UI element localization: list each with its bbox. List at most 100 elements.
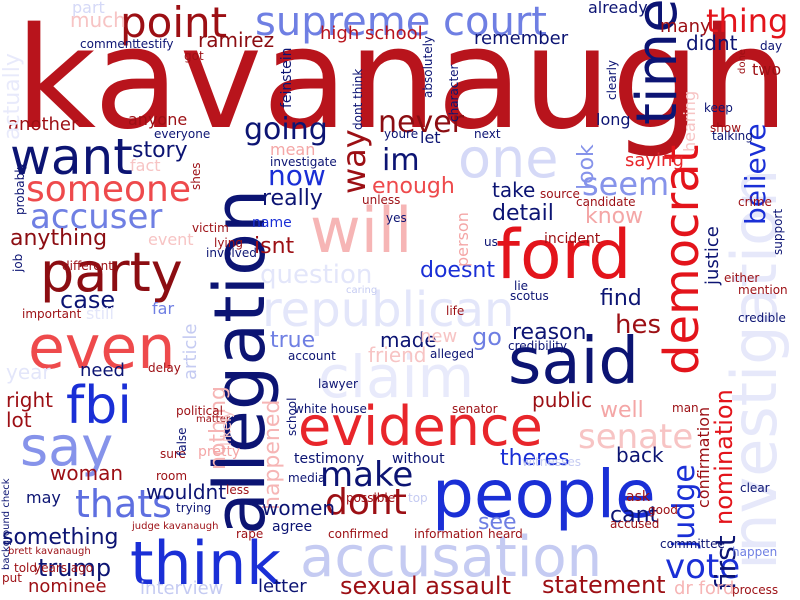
word-event: event xyxy=(148,230,194,249)
word-true: true xyxy=(270,328,316,353)
word-high-school: high school xyxy=(320,23,423,44)
word-accused: accused xyxy=(610,517,660,531)
word-never: never xyxy=(378,105,465,140)
word-dont-think: dont think xyxy=(351,68,365,130)
word-point: point xyxy=(120,0,228,47)
word-comment: comment xyxy=(80,37,138,51)
word-delay: delay xyxy=(148,361,181,375)
word-absolutely: absolutely xyxy=(421,35,435,98)
word-already: already xyxy=(588,0,648,17)
word-victim: victim xyxy=(192,221,229,235)
word-different: different xyxy=(62,259,113,273)
word-room: room xyxy=(156,469,188,483)
word-go: go xyxy=(472,323,502,351)
word-well: well xyxy=(600,398,644,423)
word-probably: probably xyxy=(13,162,27,215)
word-isnt: isnt xyxy=(254,234,295,259)
word-less: less xyxy=(226,483,250,497)
word-day: day xyxy=(760,39,783,53)
word-look: look xyxy=(574,144,599,190)
word-ask: ask xyxy=(626,489,650,505)
word-us: us xyxy=(484,235,498,249)
word-next: next xyxy=(474,127,501,141)
word-reason: reason xyxy=(512,320,587,345)
word-happen: happen xyxy=(732,545,778,559)
word-wouldnt: wouldnt xyxy=(146,480,227,504)
word-important: important xyxy=(22,307,82,321)
word-article: article xyxy=(180,323,201,380)
word-find: find xyxy=(600,286,642,311)
word-possible: possible xyxy=(346,491,396,505)
word-story: story xyxy=(132,138,188,163)
word-statement: statement xyxy=(542,571,666,599)
word-investigate: investigate xyxy=(270,155,337,169)
word-political: political xyxy=(176,404,223,418)
word-say: say xyxy=(20,415,114,478)
word-far: far xyxy=(152,299,175,318)
word-even: even xyxy=(28,313,176,383)
word-claim: claim xyxy=(318,343,475,411)
word-information: information xyxy=(414,527,484,541)
word-senator: senator xyxy=(452,402,498,416)
word-need: need xyxy=(80,360,125,381)
word-fact: fact xyxy=(130,156,161,175)
word-hearing: hearing xyxy=(680,90,699,152)
word-question: question xyxy=(260,260,373,290)
word-want: want xyxy=(10,128,133,186)
word-nomination: nomination xyxy=(710,389,738,525)
word-long: long xyxy=(596,110,631,129)
word-back: back xyxy=(616,443,664,467)
word-committee: committee xyxy=(660,537,725,551)
word-senate: senate xyxy=(578,417,694,457)
word-confirmation: confirmation xyxy=(694,406,713,508)
word-lot: lot xyxy=(6,408,32,432)
word-clearly: clearly xyxy=(605,59,619,100)
word-false: false xyxy=(175,427,189,456)
word-cant: cant xyxy=(610,503,659,528)
word-character: character xyxy=(447,64,461,122)
word-media: media xyxy=(288,471,326,485)
word-judge-kavanaugh: judge kavanaugh xyxy=(132,521,219,532)
word-confirmed: confirmed xyxy=(328,527,389,541)
word-mean: mean xyxy=(270,140,316,159)
word-actually: actually xyxy=(0,53,25,140)
word-shes: shes xyxy=(189,162,203,191)
word-support: support xyxy=(771,208,785,255)
word-testify: testify xyxy=(136,37,174,51)
word-scotus: scotus xyxy=(510,289,549,303)
word-made: made xyxy=(380,328,437,352)
word-party: party xyxy=(40,241,183,304)
word-enough: enough xyxy=(372,174,455,199)
word-fbi: fbi xyxy=(66,376,132,436)
word-remember: remember xyxy=(474,28,569,49)
word-let: let xyxy=(420,128,441,147)
word-public: public xyxy=(532,388,593,412)
word-may: may xyxy=(26,488,61,507)
word-life: life xyxy=(446,304,465,318)
word-youre: youre xyxy=(384,127,419,141)
word-interview: interview xyxy=(140,578,224,599)
word-im: im xyxy=(382,143,420,178)
word-talking: talking xyxy=(712,129,753,143)
word-crime: crime xyxy=(738,195,772,209)
word-rape: rape xyxy=(236,527,264,541)
word-white-house: white house xyxy=(294,402,367,416)
word-someone: someone xyxy=(26,169,191,210)
word-yes: yes xyxy=(386,211,407,225)
word-put: put xyxy=(2,571,22,585)
word-didnt: didnt xyxy=(686,31,738,55)
word-credible: credible xyxy=(738,311,786,325)
word-candidate: candidate xyxy=(576,195,636,209)
word-kavanaugh: kavanaugh xyxy=(15,0,789,161)
word-keep: keep xyxy=(704,101,733,115)
word-without: without xyxy=(392,451,445,467)
word-unless: unless xyxy=(362,193,401,207)
word-either: either xyxy=(724,271,760,285)
word-anything: anything xyxy=(10,226,108,251)
word-now: now xyxy=(268,159,326,192)
word-man: man xyxy=(672,401,699,415)
word-many: many xyxy=(660,16,711,37)
word-accusation: accusation xyxy=(300,525,603,590)
word-lawyer: lawyer xyxy=(318,377,358,391)
word-feinstein: feinstein xyxy=(279,47,295,108)
